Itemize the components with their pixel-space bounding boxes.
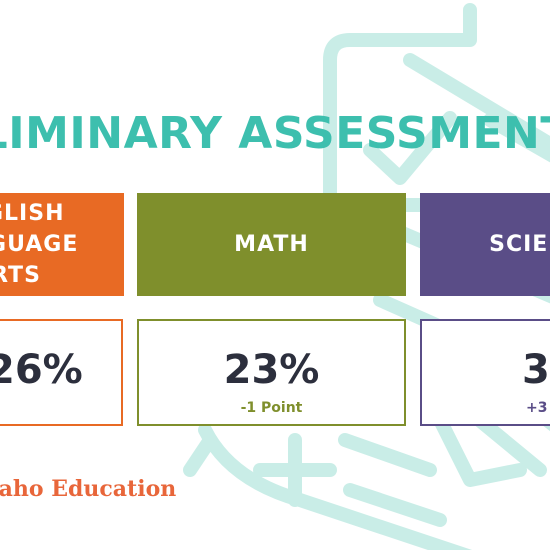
- subject-label-math: MATH: [234, 232, 309, 257]
- subject-header-science: SCIENCE: [420, 193, 550, 296]
- subject-header-ela: ENGLISH LANGUAGE ARTS: [0, 193, 124, 296]
- brand-logo-text: Idaho Education: [0, 476, 177, 502]
- subject-header-math: MATH: [137, 193, 406, 296]
- subject-label-ela: ENGLISH LANGUAGE ARTS: [0, 201, 79, 288]
- score-box-science: 37% +3 Points: [420, 319, 550, 426]
- subject-label-science: SCIENCE: [489, 232, 550, 257]
- score-box-ela: 26%: [0, 319, 123, 426]
- score-change-math: -1 Point: [240, 400, 303, 416]
- score-change-science: +3 Points: [526, 400, 550, 416]
- score-value-math: 23%: [223, 347, 320, 393]
- score-value-ela: 26%: [0, 347, 83, 393]
- page-title: PRELIMINARY ASSESSMENT RESULTS: [0, 108, 550, 159]
- score-box-math: 23% -1 Point: [137, 319, 406, 426]
- score-value-science: 37%: [522, 347, 550, 393]
